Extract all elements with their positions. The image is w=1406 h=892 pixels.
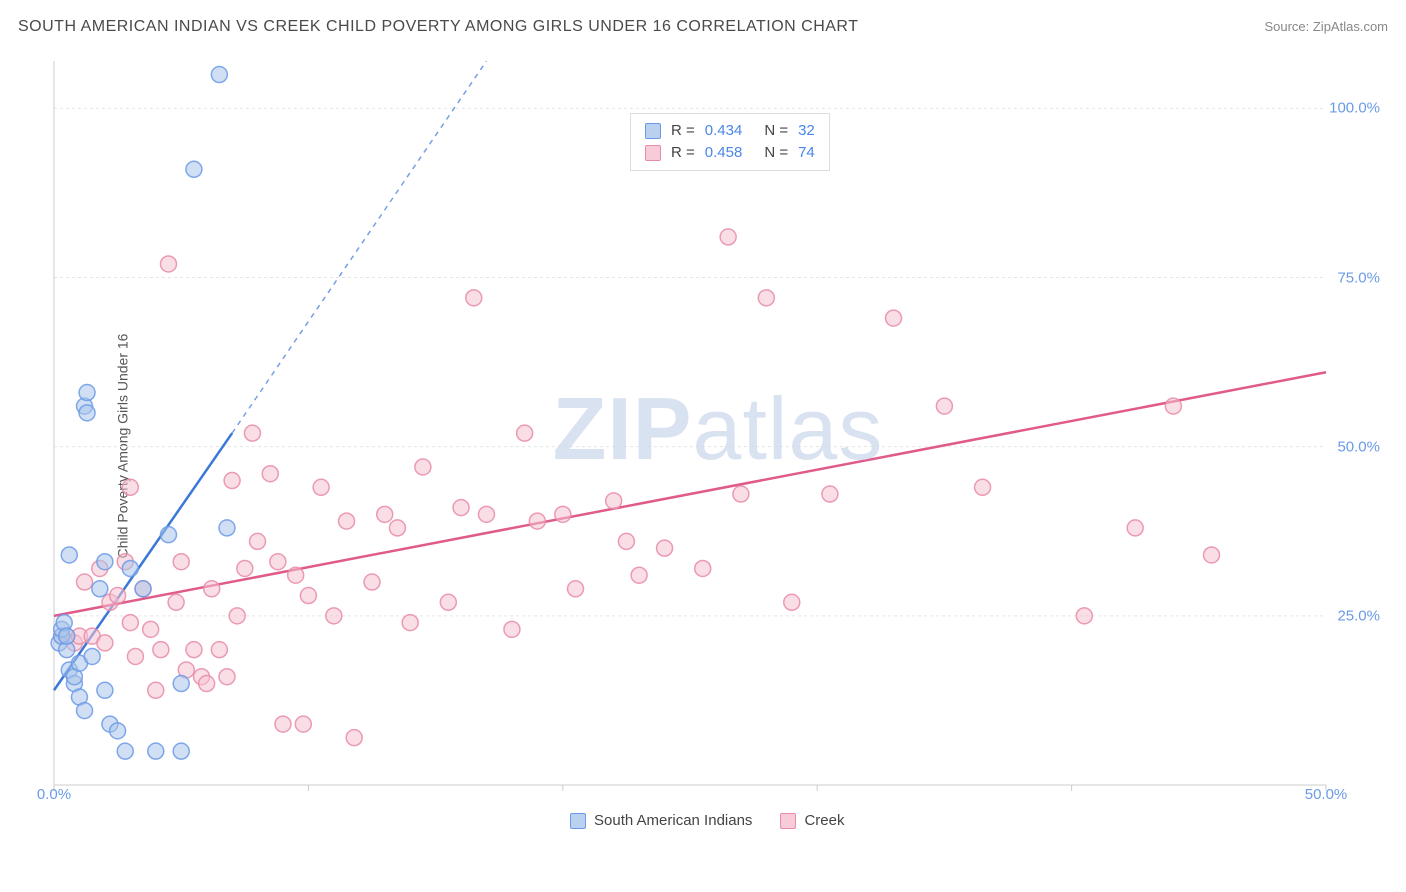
r-label: R = bbox=[671, 120, 695, 142]
legend-label: Creek bbox=[804, 812, 844, 829]
y-tick-label: 25.0% bbox=[1337, 607, 1380, 624]
r-label: R = bbox=[671, 142, 695, 164]
x-tick-label: 50.0% bbox=[1305, 786, 1348, 803]
n-value: 74 bbox=[798, 142, 815, 164]
y-tick-label: 100.0% bbox=[1329, 100, 1380, 117]
n-label: N = bbox=[764, 142, 788, 164]
correlation-legend-row: R = 0.458 N = 74 bbox=[645, 142, 815, 164]
legend-item: South American Indians bbox=[570, 812, 752, 829]
header: SOUTH AMERICAN INDIAN VS CREEK CHILD POV… bbox=[18, 18, 1388, 36]
legend-swatch-icon bbox=[645, 145, 661, 161]
r-value: 0.458 bbox=[705, 142, 743, 164]
scatter-chart-svg bbox=[48, 55, 1388, 835]
x-tick-label: 0.0% bbox=[37, 786, 71, 803]
legend-swatch-icon bbox=[645, 123, 661, 139]
n-value: 32 bbox=[798, 120, 815, 142]
legend-label: South American Indians bbox=[594, 812, 752, 829]
correlation-legend: R = 0.434 N = 32 R = 0.458 N = 74 bbox=[630, 113, 830, 171]
chart-title: SOUTH AMERICAN INDIAN VS CREEK CHILD POV… bbox=[18, 18, 858, 36]
legend-item: Creek bbox=[780, 812, 844, 829]
n-label: N = bbox=[764, 120, 788, 142]
source-label: Source: ZipAtlas.com bbox=[1264, 19, 1388, 34]
y-tick-label: 50.0% bbox=[1337, 438, 1380, 455]
r-value: 0.434 bbox=[705, 120, 743, 142]
chart-area: ZIPatlas R = 0.434 N = 32 R = 0.458 N = … bbox=[48, 55, 1388, 835]
y-tick-label: 75.0% bbox=[1337, 269, 1380, 286]
legend-swatch-icon bbox=[780, 813, 796, 829]
legend-swatch-icon bbox=[570, 813, 586, 829]
series-legend: South American Indians Creek bbox=[570, 812, 844, 829]
correlation-legend-row: R = 0.434 N = 32 bbox=[645, 120, 815, 142]
